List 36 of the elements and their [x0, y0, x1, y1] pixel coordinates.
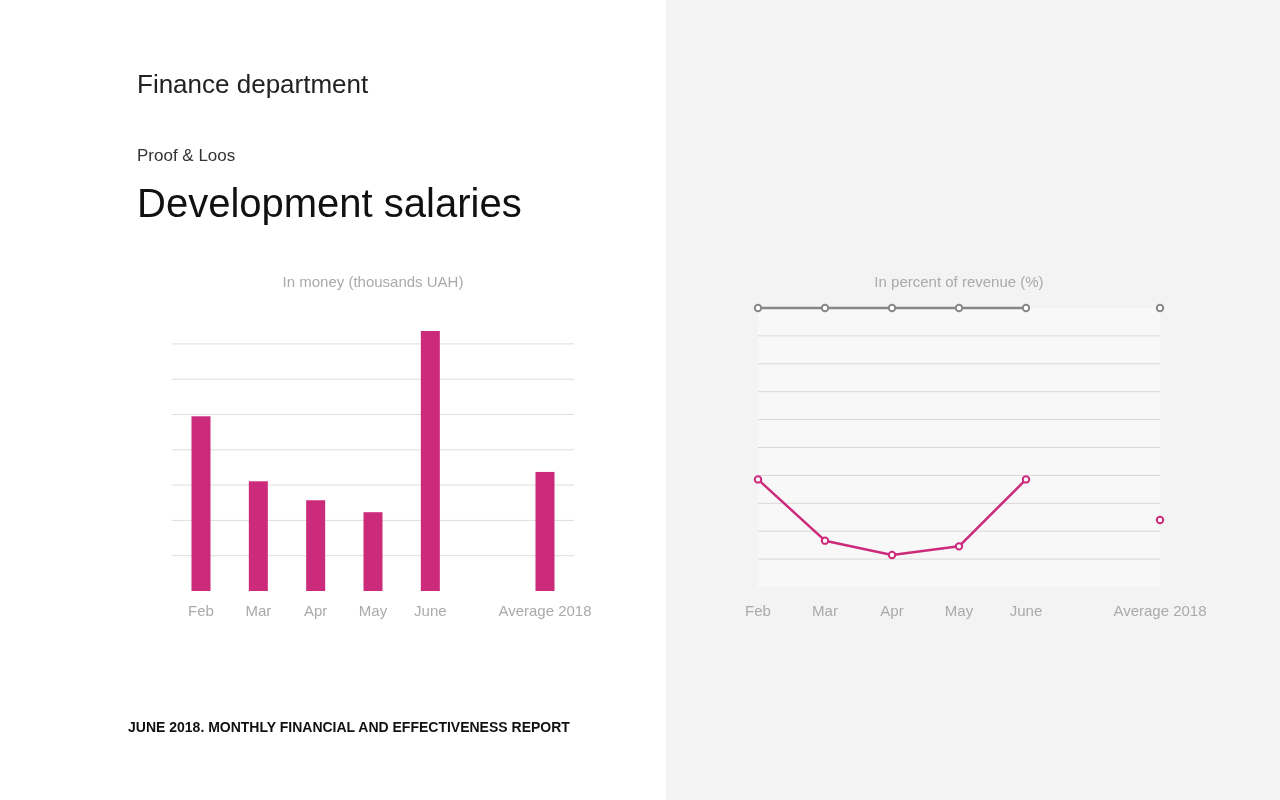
point [820, 536, 830, 545]
point [1155, 303, 1165, 313]
x-tick-label: June [1009, 602, 1043, 619]
x-tick-label: Apr [880, 602, 904, 619]
x-tick-label: Mar [245, 602, 272, 619]
x-tick-label: Feb [188, 602, 214, 619]
chart-title: In percent of revenue (%) [874, 273, 1044, 290]
x-tick-label: Mar [812, 602, 838, 619]
point [753, 475, 763, 484]
bar [420, 331, 440, 591]
text: Development salaries [137, 181, 522, 225]
point [1021, 303, 1031, 313]
x-tick-label: May [944, 602, 974, 619]
point [820, 303, 830, 313]
point [887, 550, 897, 560]
text: Proof & Loos [137, 146, 236, 165]
text: JUNE 2018. MONTHLY FINANCIAL AND EFFECTIVENESS REPORT [128, 719, 571, 735]
bar [248, 481, 268, 591]
x-tick-label: May [358, 602, 388, 619]
bar [535, 471, 555, 591]
point [1155, 515, 1165, 525]
bar [306, 500, 326, 591]
x-tick-label: Feb [745, 602, 771, 619]
point [753, 303, 763, 313]
x-tick-label: June [414, 602, 447, 619]
bar [363, 512, 383, 591]
text: Finance department [137, 69, 370, 99]
chart-title: In money (thousands UAH) [282, 273, 464, 290]
point [954, 542, 964, 551]
x-tick-label: Apr [303, 602, 328, 619]
point [887, 303, 897, 313]
x-tick-label: Average 2018 [498, 602, 592, 619]
bar [191, 416, 211, 591]
point [954, 303, 964, 313]
point [1021, 475, 1031, 484]
x-tick-label: Average 2018 [1113, 602, 1207, 619]
